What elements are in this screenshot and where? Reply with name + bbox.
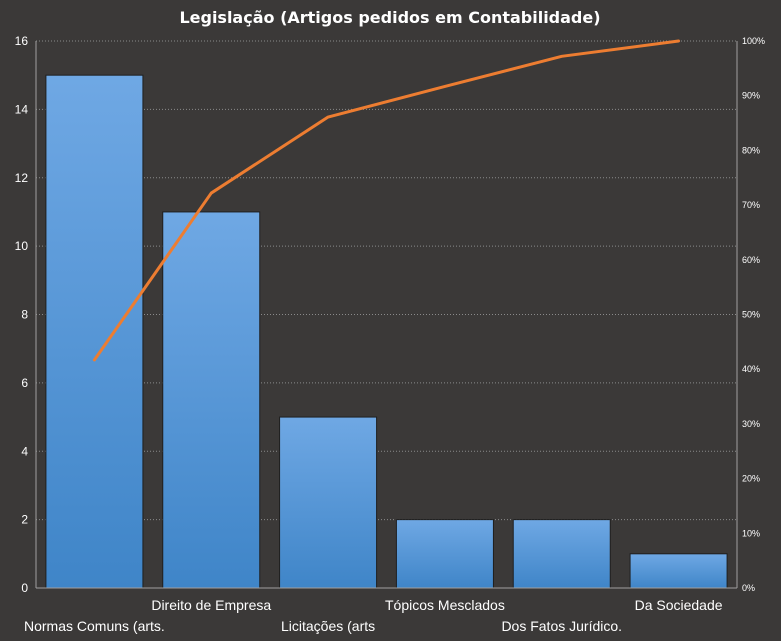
chart-title: Legislação (Artigos pedidos em Contabili… <box>179 8 600 27</box>
secondary-y-tick-label: 0% <box>742 583 755 593</box>
secondary-y-tick-label: 80% <box>742 145 760 155</box>
x-tick-label: Licitações (arts <box>281 618 375 634</box>
bar <box>279 416 378 589</box>
cumulative-percentage-line <box>92 39 681 362</box>
bar <box>629 553 728 589</box>
secondary-y-tick-label: 20% <box>742 474 760 484</box>
y-tick-label: 2 <box>21 513 28 527</box>
secondary-y-tick-label: 50% <box>742 310 760 320</box>
bar <box>45 74 144 589</box>
secondary-y-tick-label: 100% <box>742 36 765 46</box>
x-axis-ticks: Normas Comuns (arts. Direito de Empresa Li… <box>24 597 723 634</box>
bars <box>45 74 728 589</box>
cumulative-line-layer <box>92 39 681 362</box>
y-tick-label: 4 <box>21 444 28 458</box>
secondary-y-tick-label: 40% <box>742 364 760 374</box>
y-axis-ticks: 0 2 4 6 8 10 12 14 16 <box>15 34 29 595</box>
axes <box>35 41 738 589</box>
secondary-y-tick-label: 70% <box>742 200 760 210</box>
y-tick-label: 0 <box>21 581 28 595</box>
y-tick-label: 10 <box>15 239 29 253</box>
bar <box>395 519 494 589</box>
x-tick-label: Da Sociedade <box>635 597 723 613</box>
y-tick-label: 6 <box>21 376 28 390</box>
x-tick-label: Dos Fatos Jurídico. <box>501 618 622 634</box>
x-tick-label: Direito de Empresa <box>151 597 271 613</box>
secondary-y-tick-label: 90% <box>742 91 760 101</box>
secondary-y-tick-label: 60% <box>742 255 760 265</box>
bar <box>162 211 261 589</box>
secondary-y-tick-label: 10% <box>742 528 760 538</box>
y-tick-label: 8 <box>21 308 28 322</box>
x-tick-label: Normas Comuns (arts. <box>24 618 165 634</box>
y-tick-label: 14 <box>15 102 29 116</box>
secondary-y-axis-ticks: 0% 10% 20% 30% 40% 50% 60% 70% 80% 90% 100% <box>742 36 765 593</box>
y-tick-label: 12 <box>15 171 29 185</box>
secondary-y-tick-label: 30% <box>742 419 760 429</box>
y-tick-label: 16 <box>15 34 29 48</box>
x-tick-label: Tópicos Mesclados <box>385 597 505 613</box>
bar <box>512 519 611 589</box>
